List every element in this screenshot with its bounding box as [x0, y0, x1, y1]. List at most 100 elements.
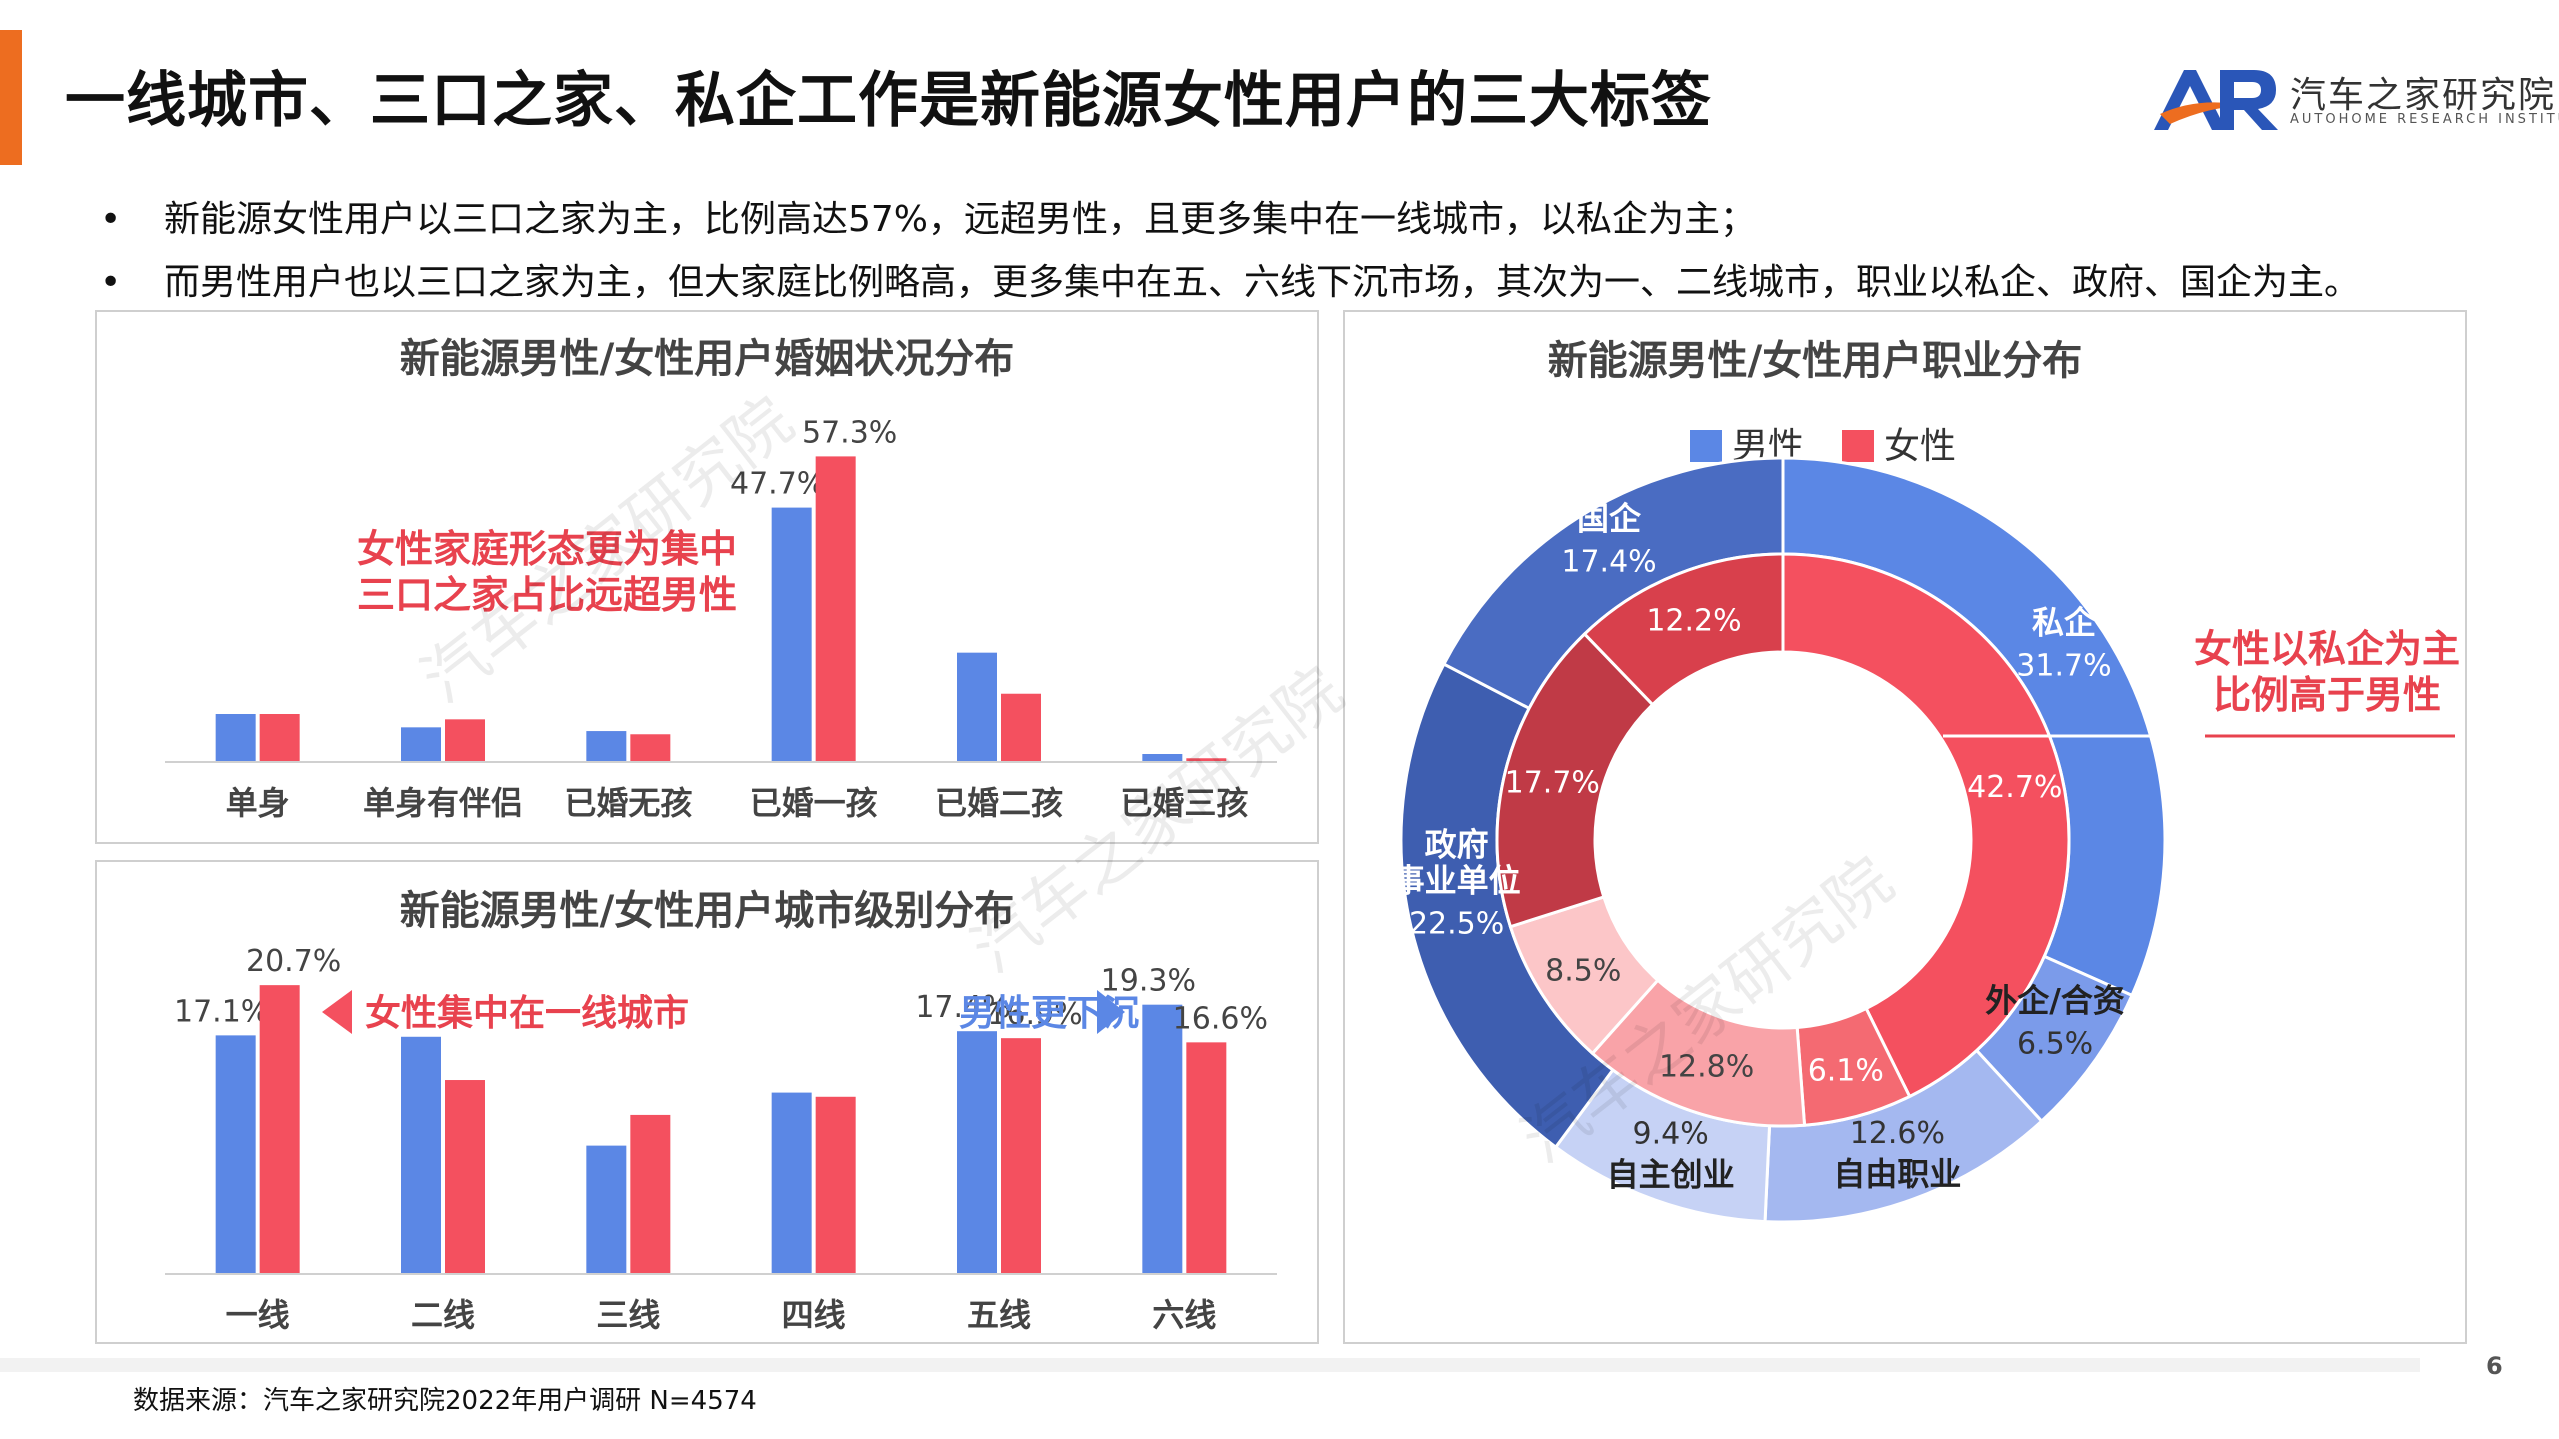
outer-category-label: 自主创业 — [1607, 1156, 1735, 1194]
bar-female — [445, 1080, 485, 1274]
bullet-text: 而男性用户也以三口之家为主，但大家庭比例略高，更多集中在五、六线下沉市场，其次为… — [164, 262, 2361, 303]
tick-label: 二线 — [411, 1296, 475, 1334]
page-title: 一线城市、三口之家、私企工作是新能源女性用户的三大标签 — [65, 66, 1712, 136]
bar-male — [1142, 754, 1183, 762]
outer-category-label: 外企/合资 — [1985, 981, 2125, 1019]
tick-label: 一线 — [226, 1296, 290, 1334]
tick-label: 已婚无孩 — [564, 784, 692, 822]
tick-label: 单身 — [226, 784, 290, 822]
bullet-item: • 而男性用户也以三口之家为主，但大家庭比例略高，更多集中在五、六线下沉市场，其次… — [100, 251, 2360, 314]
bar-female — [259, 714, 300, 762]
bar-male — [957, 1031, 997, 1274]
bar-male — [957, 652, 997, 762]
bar-male — [586, 1145, 627, 1274]
bullet-item: • 新能源女性用户以三口之家为主，比例高达57%，远超男性，且更多集中在一线城市，… — [100, 188, 2360, 251]
bar-male — [401, 1036, 441, 1274]
legend-swatch-male — [1690, 430, 1722, 462]
bar-male — [771, 507, 812, 762]
outer-category-label: 事业单位 — [1393, 862, 1521, 900]
inner-data-label: 6.1% — [1808, 1054, 1884, 1089]
logo-mark-icon — [2154, 70, 2278, 130]
inner-data-label: 42.7% — [1967, 770, 2062, 805]
bullet-text: 新能源女性用户以三口之家为主，比例高达57%，远超男性，且更多集中在一线城市，以… — [164, 199, 1757, 240]
occupation-annotation-line: 比例高于男性 — [2213, 673, 2441, 717]
data-label: 20.7% — [246, 944, 341, 979]
logo-text-cn: 汽车之家研究院 — [2290, 75, 2557, 116]
city-annotation-female: 女性集中在一线城市 — [365, 993, 689, 1034]
tick-label: 单身有伴侣 — [363, 784, 523, 822]
outer-data-label: 6.5% — [2017, 1026, 2093, 1061]
footer-rule — [0, 1358, 2420, 1372]
bar-female — [445, 719, 485, 762]
bar-female — [1186, 758, 1227, 762]
marriage-annotation-line: 三口之家占比远超男性 — [357, 573, 737, 617]
donut-inner-slice — [1582, 552, 1785, 707]
bar-female — [1001, 1038, 1041, 1274]
bar-male — [586, 731, 627, 762]
summary-bullets: • 新能源女性用户以三口之家为主，比例高达57%，远超男性，且更多集中在一线城市，… — [100, 188, 2360, 314]
logo-text-en: AUTOHOME RESEARCH INSTITUTE — [2290, 112, 2559, 127]
bullet-dot: • — [100, 199, 122, 240]
data-label: 17.1% — [174, 994, 269, 1029]
bar-male — [215, 714, 256, 762]
bar-male — [215, 1035, 256, 1274]
bar-female — [815, 456, 856, 762]
title-accent-bar — [0, 30, 22, 165]
outer-data-label: 17.4% — [1561, 545, 1656, 580]
outer-category-label: 国企 — [1577, 500, 1642, 538]
outer-category-label: 自由职业 — [1833, 1155, 1961, 1193]
data-label: 17.4% — [915, 990, 1010, 1025]
bar-female — [630, 734, 671, 762]
city-chart: 新能源男性/女性用户城市级别分布 17.1% 17.4% 19.3% 20.7% 16.9… — [165, 888, 1277, 1334]
bar-male — [771, 1092, 812, 1274]
tick-label: 三线 — [596, 1296, 660, 1334]
outer-data-label: 31.7% — [2016, 649, 2111, 684]
bar-female — [1186, 1042, 1227, 1274]
tick-label: 五线 — [967, 1296, 1031, 1334]
outer-category-label: 政府 — [1425, 826, 1489, 864]
data-source: 数据来源：汽车之家研究院2022年用户调研 N=4574 — [133, 1386, 757, 1416]
city-chart-panel: 新能源男性/女性用户城市级别分布 17.1% 17.4% 19.3% 20.7% 16.9… — [95, 860, 1319, 1344]
marriage-annotation-line: 女性家庭形态更为集中 — [357, 527, 737, 571]
outer-data-label: 12.6% — [1850, 1116, 1945, 1151]
bar-female — [1001, 693, 1041, 762]
outer-category-label: 私企 — [2032, 604, 2097, 642]
tick-label: 已婚二孩 — [935, 784, 1063, 822]
donut-inner-slice — [1781, 552, 2071, 1099]
chart-title: 新能源男性/女性用户职业分布 — [1548, 338, 2083, 384]
data-label: 19.3% — [1101, 964, 1196, 999]
occupation-chart-panel: 新能源男性/女性用户职业分布 男性 女性 31.7% 私企 6.5% 外企/合资 12.6% 自… — [1343, 310, 2467, 1344]
bar-male — [1142, 1004, 1183, 1274]
inner-data-label: 8.5% — [1545, 953, 1621, 988]
right-arrow-icon — [1097, 990, 1125, 1034]
legend-label: 女性 — [1884, 426, 1956, 467]
legend-swatch-female — [1842, 430, 1874, 462]
data-label: 47.7% — [730, 467, 825, 502]
tick-label: 已婚一孩 — [750, 784, 878, 822]
inner-data-label: 12.2% — [1646, 603, 1741, 638]
outer-data-label: 9.4% — [1633, 1117, 1709, 1152]
marriage-chart-panel: 新能源男性/女性用户婚姻状况分布 47.7% 57.3% 单身 单身有伴侣 已婚无孩 已婚一… — [95, 310, 1319, 844]
chart-title: 新能源男性/女性用户婚姻状况分布 — [400, 336, 1015, 382]
tick-label: 四线 — [782, 1296, 846, 1334]
inner-data-label: 17.7% — [1505, 766, 1600, 801]
autohome-logo: 汽车之家研究院 AUTOHOME RESEARCH INSTITUTE — [2150, 62, 2559, 134]
bullet-dot: • — [100, 262, 122, 303]
left-arrow-icon — [322, 990, 352, 1034]
occupation-annotation-line: 女性以私企为主 — [2194, 627, 2460, 671]
tick-label: 已婚三孩 — [1120, 784, 1248, 822]
data-label: 16.9% — [987, 997, 1082, 1032]
data-label: 57.3% — [802, 415, 897, 450]
bar-female — [815, 1096, 856, 1274]
page-number: 6 — [2486, 1352, 2503, 1380]
bar-female — [630, 1114, 671, 1274]
bar-female — [259, 985, 300, 1274]
marriage-chart: 新能源男性/女性用户婚姻状况分布 47.7% 57.3% 单身 单身有伴侣 已婚无孩 已婚一… — [165, 336, 1277, 822]
bar-male — [401, 727, 441, 762]
outer-data-label: 22.5% — [1409, 907, 1504, 942]
inner-data-label: 12.8% — [1659, 1049, 1754, 1084]
chart-title: 新能源男性/女性用户城市级别分布 — [400, 888, 1015, 934]
tick-label: 六线 — [1152, 1296, 1216, 1334]
data-label: 16.6% — [1173, 1001, 1268, 1036]
